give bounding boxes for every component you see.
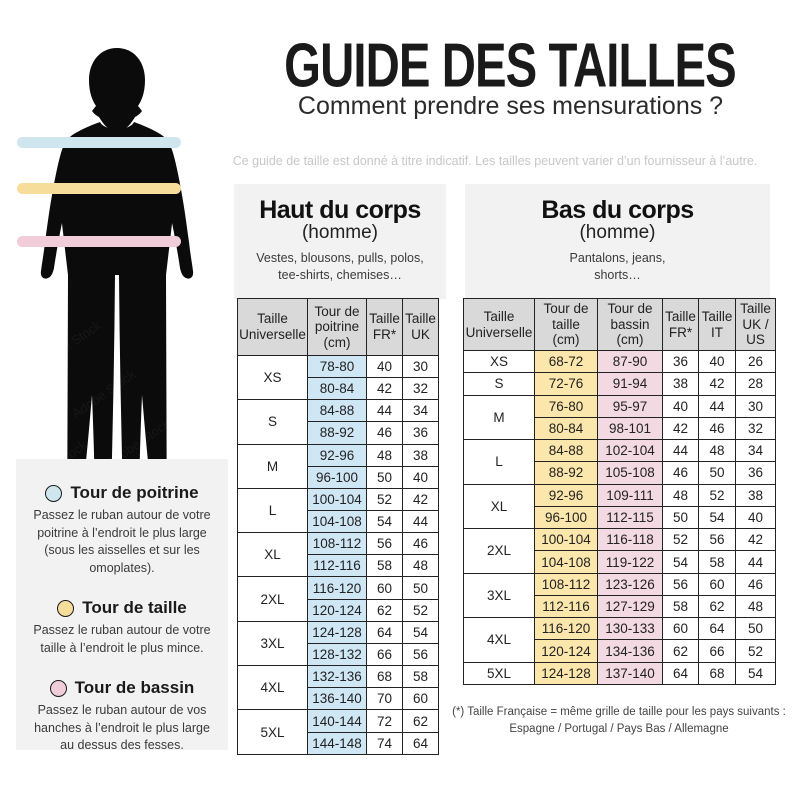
svg-text:Adobe Stock: Adobe Stock [27,268,70,323]
svg-text:Adobe Stock: Adobe Stock [27,388,56,443]
